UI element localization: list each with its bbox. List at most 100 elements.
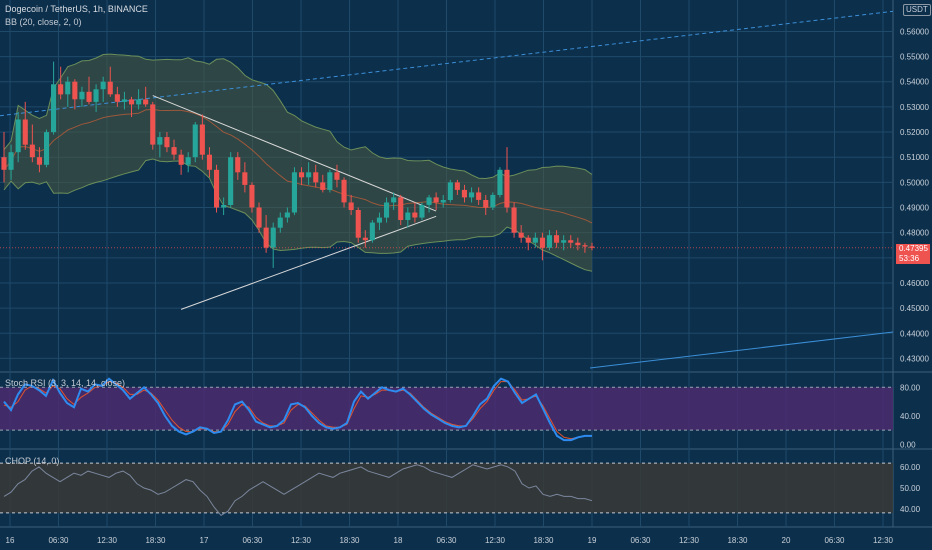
candle-body [192,124,198,158]
time-tick-label: 06:30 [48,536,69,545]
time-tick-label: 18 [394,536,403,545]
channel-line [589,331,894,369]
price-tick-label: 0.52000 [900,128,929,137]
candle-body [433,197,439,203]
dashed-channel-line [0,10,894,117]
symbol-title[interactable]: Dogecoin / TetherUS, 1h, BINANCE [5,4,148,14]
candle-body [157,137,163,145]
candle-body [454,182,460,190]
stoch-rsi-k-line [3,377,592,442]
time-tick-label: 16 [6,536,15,545]
time-tick-label: 12:30 [679,536,700,545]
candle-body [440,200,446,203]
candle-body [490,194,496,208]
candle-body [561,240,567,243]
candle-body [72,81,78,100]
price-tick-label: 0.53000 [900,103,929,112]
candle-body [575,242,581,246]
time-tick-label: 06:30 [436,536,457,545]
candle-body [242,172,248,185]
candle-body [214,169,220,208]
chop-tick-label: 60.00 [900,463,921,472]
time-tick-label: 06:30 [630,536,651,545]
candle-body [483,200,489,208]
candle-body [412,212,418,218]
candle-body [525,237,531,243]
candle-body [469,192,475,198]
candle-body [235,157,241,173]
candle-body [384,202,390,218]
candle-body [299,172,305,178]
time-tick-label: 18:30 [145,536,166,545]
time-tick-label: 18:30 [339,536,360,545]
candle-body [391,197,397,203]
candle-body [532,237,538,243]
candlestick-series [0,61,893,268]
drawing-tools[interactable] [0,10,894,369]
candle-body [511,207,517,233]
candle-body [221,205,227,208]
price-tick-label: 0.49000 [900,204,929,213]
candle-body [185,157,191,165]
candle-body [129,99,135,105]
currency-button[interactable]: USDT [903,4,931,16]
price-tick-label: 0.48000 [900,229,929,238]
candle-body [362,237,368,241]
candle-body [398,197,404,220]
candle-body [320,182,326,190]
candle-body [447,182,453,200]
candle-body [476,192,482,200]
candle-body [143,99,149,105]
candle-body [582,245,588,247]
candle-body [376,217,382,223]
candle-body [121,99,127,102]
indicator-panes [0,377,893,517]
candle-body [164,137,170,148]
time-tick-label: 12:30 [485,536,506,545]
candle-body [256,207,262,228]
bar-countdown: 53:36 [899,254,920,263]
candle-body [497,169,503,195]
candle-body [554,235,560,243]
time-tick-label: 06:30 [824,536,845,545]
price-tick-label: 0.45000 [900,304,929,313]
candle-body [29,144,35,158]
candle-body [546,235,552,248]
candle-body [44,132,50,165]
candle-body [171,147,177,155]
chop-label[interactable]: CHOP (14, 0) [5,456,60,466]
candle-body [461,189,467,198]
candle-body [568,240,574,243]
price-tick-label: 0.44000 [900,329,929,338]
stoch-rsi-label[interactable]: Stoch RSI (3, 3, 14, 14, close) [5,378,126,388]
time-tick-label: 20 [782,536,791,545]
candle-body [199,124,205,155]
candle-body [36,157,42,165]
candle-body [504,169,510,208]
candle-body [284,212,290,218]
price-tick-label: 0.46000 [900,279,929,288]
candle-body [334,172,340,180]
candle-body [249,184,255,208]
price-tick-label: 0.43000 [900,354,929,363]
time-tick-label: 12:30 [291,536,312,545]
triangle-upper-line [152,95,437,212]
rsi-tick-label: 80.00 [900,383,921,392]
candle-body [341,179,347,203]
candle-body [150,104,156,145]
candle-body [15,119,21,153]
chop-tick-label: 40.00 [900,505,921,514]
candle-body [539,237,545,248]
candle-body [426,197,432,205]
last-price-badge: 0.47395 53:36 [896,244,930,264]
time-tick-label: 12:30 [873,536,894,545]
candle-body [327,172,333,190]
chop-band [0,463,893,513]
candle-body [114,94,120,102]
price-tick-label: 0.54000 [900,78,929,87]
candle-body [518,232,524,238]
bb-indicator-label[interactable]: BB (20, close, 2, 0) [5,17,82,27]
candle-body [93,89,99,102]
rsi-tick-label: 0.00 [900,440,916,449]
